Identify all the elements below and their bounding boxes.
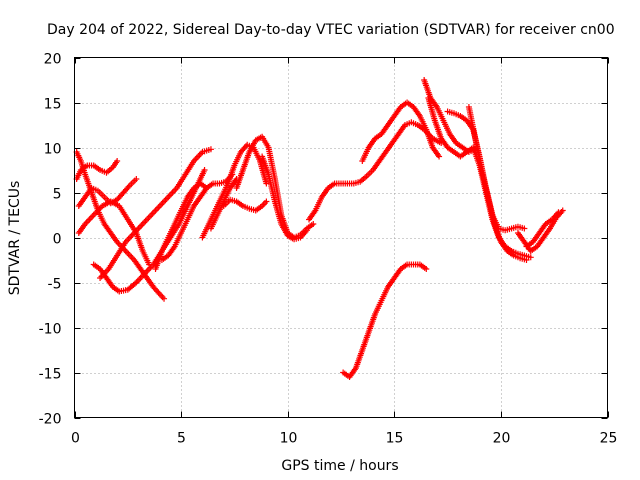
y-tick-label: -5 [48,277,62,293]
series-arc-7 [152,180,210,272]
axis-ticks [74,57,609,419]
series-arc-21 [514,207,566,254]
chart-title: Day 204 of 2022, Sidereal Day-to-day VTE… [47,22,615,38]
series-arc-8 [158,171,236,263]
series-arc-6 [97,146,214,281]
data-point [559,207,566,214]
data-point [555,209,562,216]
x-tick-label: 15 [386,431,404,447]
series-arc-20 [465,104,530,263]
tick-labels: 0 5 10 15 20 25 -20 -15 -10 -5 0 5 10 15 20 [39,52,618,447]
data-point [263,180,270,187]
y-tick-label: 10 [44,142,62,158]
y-tick-label: 20 [44,52,62,68]
data-point [201,167,208,173]
x-tick-label: 10 [280,431,298,447]
series-arc-13 [259,153,310,243]
series-arc-9 [199,141,270,241]
y-tick-label: -15 [39,367,62,383]
y-axis-label: SDTVAR / TECUs [7,181,23,296]
series-arc-17 [421,77,479,155]
series-arc-11 [220,196,270,214]
data-point [207,146,214,153]
data-point [303,227,310,234]
data-point [310,221,317,227]
data-point [523,257,530,263]
grid-lines [74,57,608,418]
data-point [114,158,121,164]
x-tick-label: 20 [493,431,511,447]
data-point [527,254,534,261]
series-arc-1 [73,149,168,302]
x-axis-label: GPS time / hours [281,458,398,474]
series-arc-19 [444,108,528,234]
data-point [263,198,270,205]
data-point [436,153,443,160]
series-arc-15 [359,99,443,164]
y-tick-label: 15 [44,97,62,113]
series-arc-14 [306,119,445,223]
data-marks [73,77,566,380]
x-tick-label: 0 [71,431,80,447]
series-arc-22 [523,209,562,250]
data-point [423,266,430,272]
y-tick-label: 5 [53,187,62,203]
series-arc-2 [73,158,121,182]
plot-frame [74,57,608,418]
data-point [521,225,528,232]
y-tick-label: 0 [53,232,62,248]
y-tick-label: -20 [39,412,62,428]
x-tick-label: 5 [177,431,186,447]
series-arc-16 [340,261,430,380]
data-point [161,295,168,302]
series-arc-3 [75,176,140,209]
data-point [133,176,140,182]
x-tick-label: 25 [600,431,618,447]
y-tick-label: -10 [39,322,62,338]
